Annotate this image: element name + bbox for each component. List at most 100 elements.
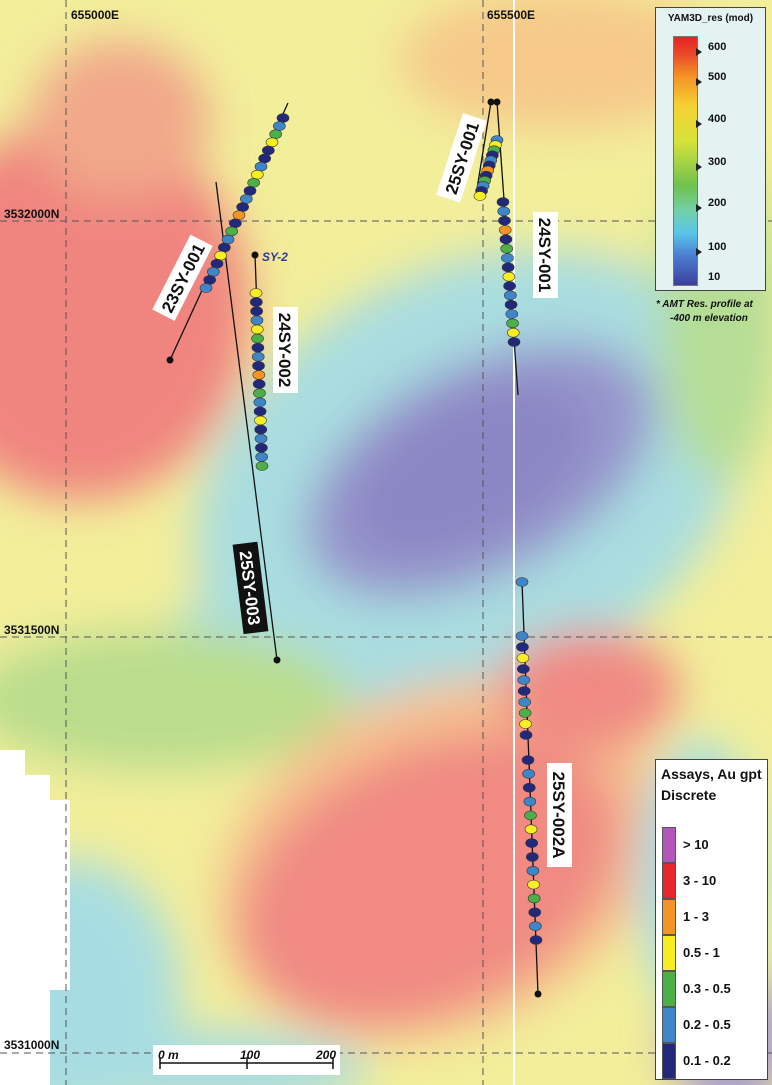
assay-sample [221,234,235,245]
res-tick-500: 500 [708,71,727,83]
assay-sample [524,810,537,821]
tick-marker [696,78,702,86]
res-tick-600: 600 [708,41,727,53]
assay-swatch [662,827,676,863]
assay-sample [258,153,271,164]
assay-sample [504,299,518,310]
assay-sample [516,653,530,663]
assay-legend-title: Assays, Au gpt [661,766,762,782]
assay-sample [250,315,264,326]
assay-sample [527,879,540,890]
assay-sample [522,782,536,793]
assay-sample [203,275,216,285]
assay-sample [252,361,265,371]
assay-sample [502,271,516,282]
assay-sample [500,243,513,254]
assay-sample [250,324,264,335]
resistivity-legend-title: YAM3D_res (mod) [667,13,754,24]
assay-sample [253,406,267,417]
assay-sample [526,865,540,876]
assay-sample [473,191,487,201]
northing-label-3531000: 3531000N [4,1038,60,1052]
tick-marker [696,120,702,128]
assay-sample [247,177,260,188]
assay-sample [526,852,539,862]
assay-sample [498,215,511,226]
scale-label-200: 200 [315,1048,336,1062]
assay-sample [505,309,519,319]
assay-sample [518,697,531,707]
assay-sample [522,769,535,779]
assay-sample [254,161,268,172]
assay-sample [254,415,267,426]
assay-sample [501,253,514,263]
assay-sample [498,225,512,235]
resistivity-note-line1: * AMT Res. profile at [656,299,753,310]
assay-label: 0.3 - 0.5 [683,981,731,996]
assay-sample [496,197,510,207]
scale-bar: 0 m 100 200 [153,1045,340,1075]
res-tick-200: 200 [708,197,727,209]
assay-sample [517,675,531,685]
assay-sample [240,194,253,204]
hole-label-24SY-002: 24SY-002 [275,313,294,388]
assay-sample [250,306,263,317]
assay-sample [251,351,265,362]
assay-sample [529,921,542,931]
assay-sample [276,113,290,123]
assay-sample [199,283,213,293]
assay-sample [528,907,542,918]
northing-label-3532000: 3532000N [4,207,60,221]
res-tick-300: 300 [708,156,727,168]
assay-swatch [662,935,676,971]
assay-sample [524,824,538,835]
assay-sample [218,242,231,253]
assay-sample [521,755,535,765]
assay-sample [251,169,264,180]
assay-sample [518,708,532,718]
resistivity-note-line2: -400 m elevation [670,313,748,324]
assay-sample [252,370,266,380]
assay-label: 0.1 - 0.2 [683,1053,731,1068]
assay-sample [229,218,242,229]
assay-sample [253,397,267,408]
assay-sample [529,935,543,945]
res-tick-400: 400 [708,113,727,125]
scale-label-0: 0 m [158,1048,179,1062]
assay-sample [516,642,529,652]
assay-sample [504,290,517,301]
northing-label-3531500: 3531500N [4,623,60,637]
assay-sample [232,210,246,220]
assay-sample [207,267,220,277]
collars [166,98,542,998]
tick-marker [696,163,702,171]
assay-sample [255,461,269,471]
easting-label-655000: 655000E [71,8,120,22]
assay-sample [507,337,521,347]
assay-sample [214,250,227,261]
assay-samples [199,113,543,945]
assay-legend-subtitle: Discrete [661,787,717,803]
assay-sample [251,333,264,344]
resistivity-color-ramp [673,36,698,286]
res-tick-10: 10 [708,271,721,283]
assay-sample [503,281,516,291]
assay-sample [252,379,266,389]
assay-sample [519,719,532,729]
assay-label: > 10 [683,837,709,852]
assay-sample [499,234,513,245]
assay-sample [519,730,533,740]
assay-sample [517,664,530,674]
hole-label-24SY-001: 24SY-001 [535,218,554,293]
assay-sample [506,318,519,329]
assay-sample [225,226,238,237]
assay-sample [255,442,268,453]
assay-sample [525,838,538,848]
assay-sample [210,258,224,269]
assay-swatch [662,899,676,935]
tick-marker [696,248,702,256]
assay-sample [265,137,279,148]
assay-legend: Assays, Au gpt Discrete > 10 3 - 10 1 - 3 0… [655,759,768,1080]
assay-sample [523,796,537,807]
assay-sample [501,262,515,273]
